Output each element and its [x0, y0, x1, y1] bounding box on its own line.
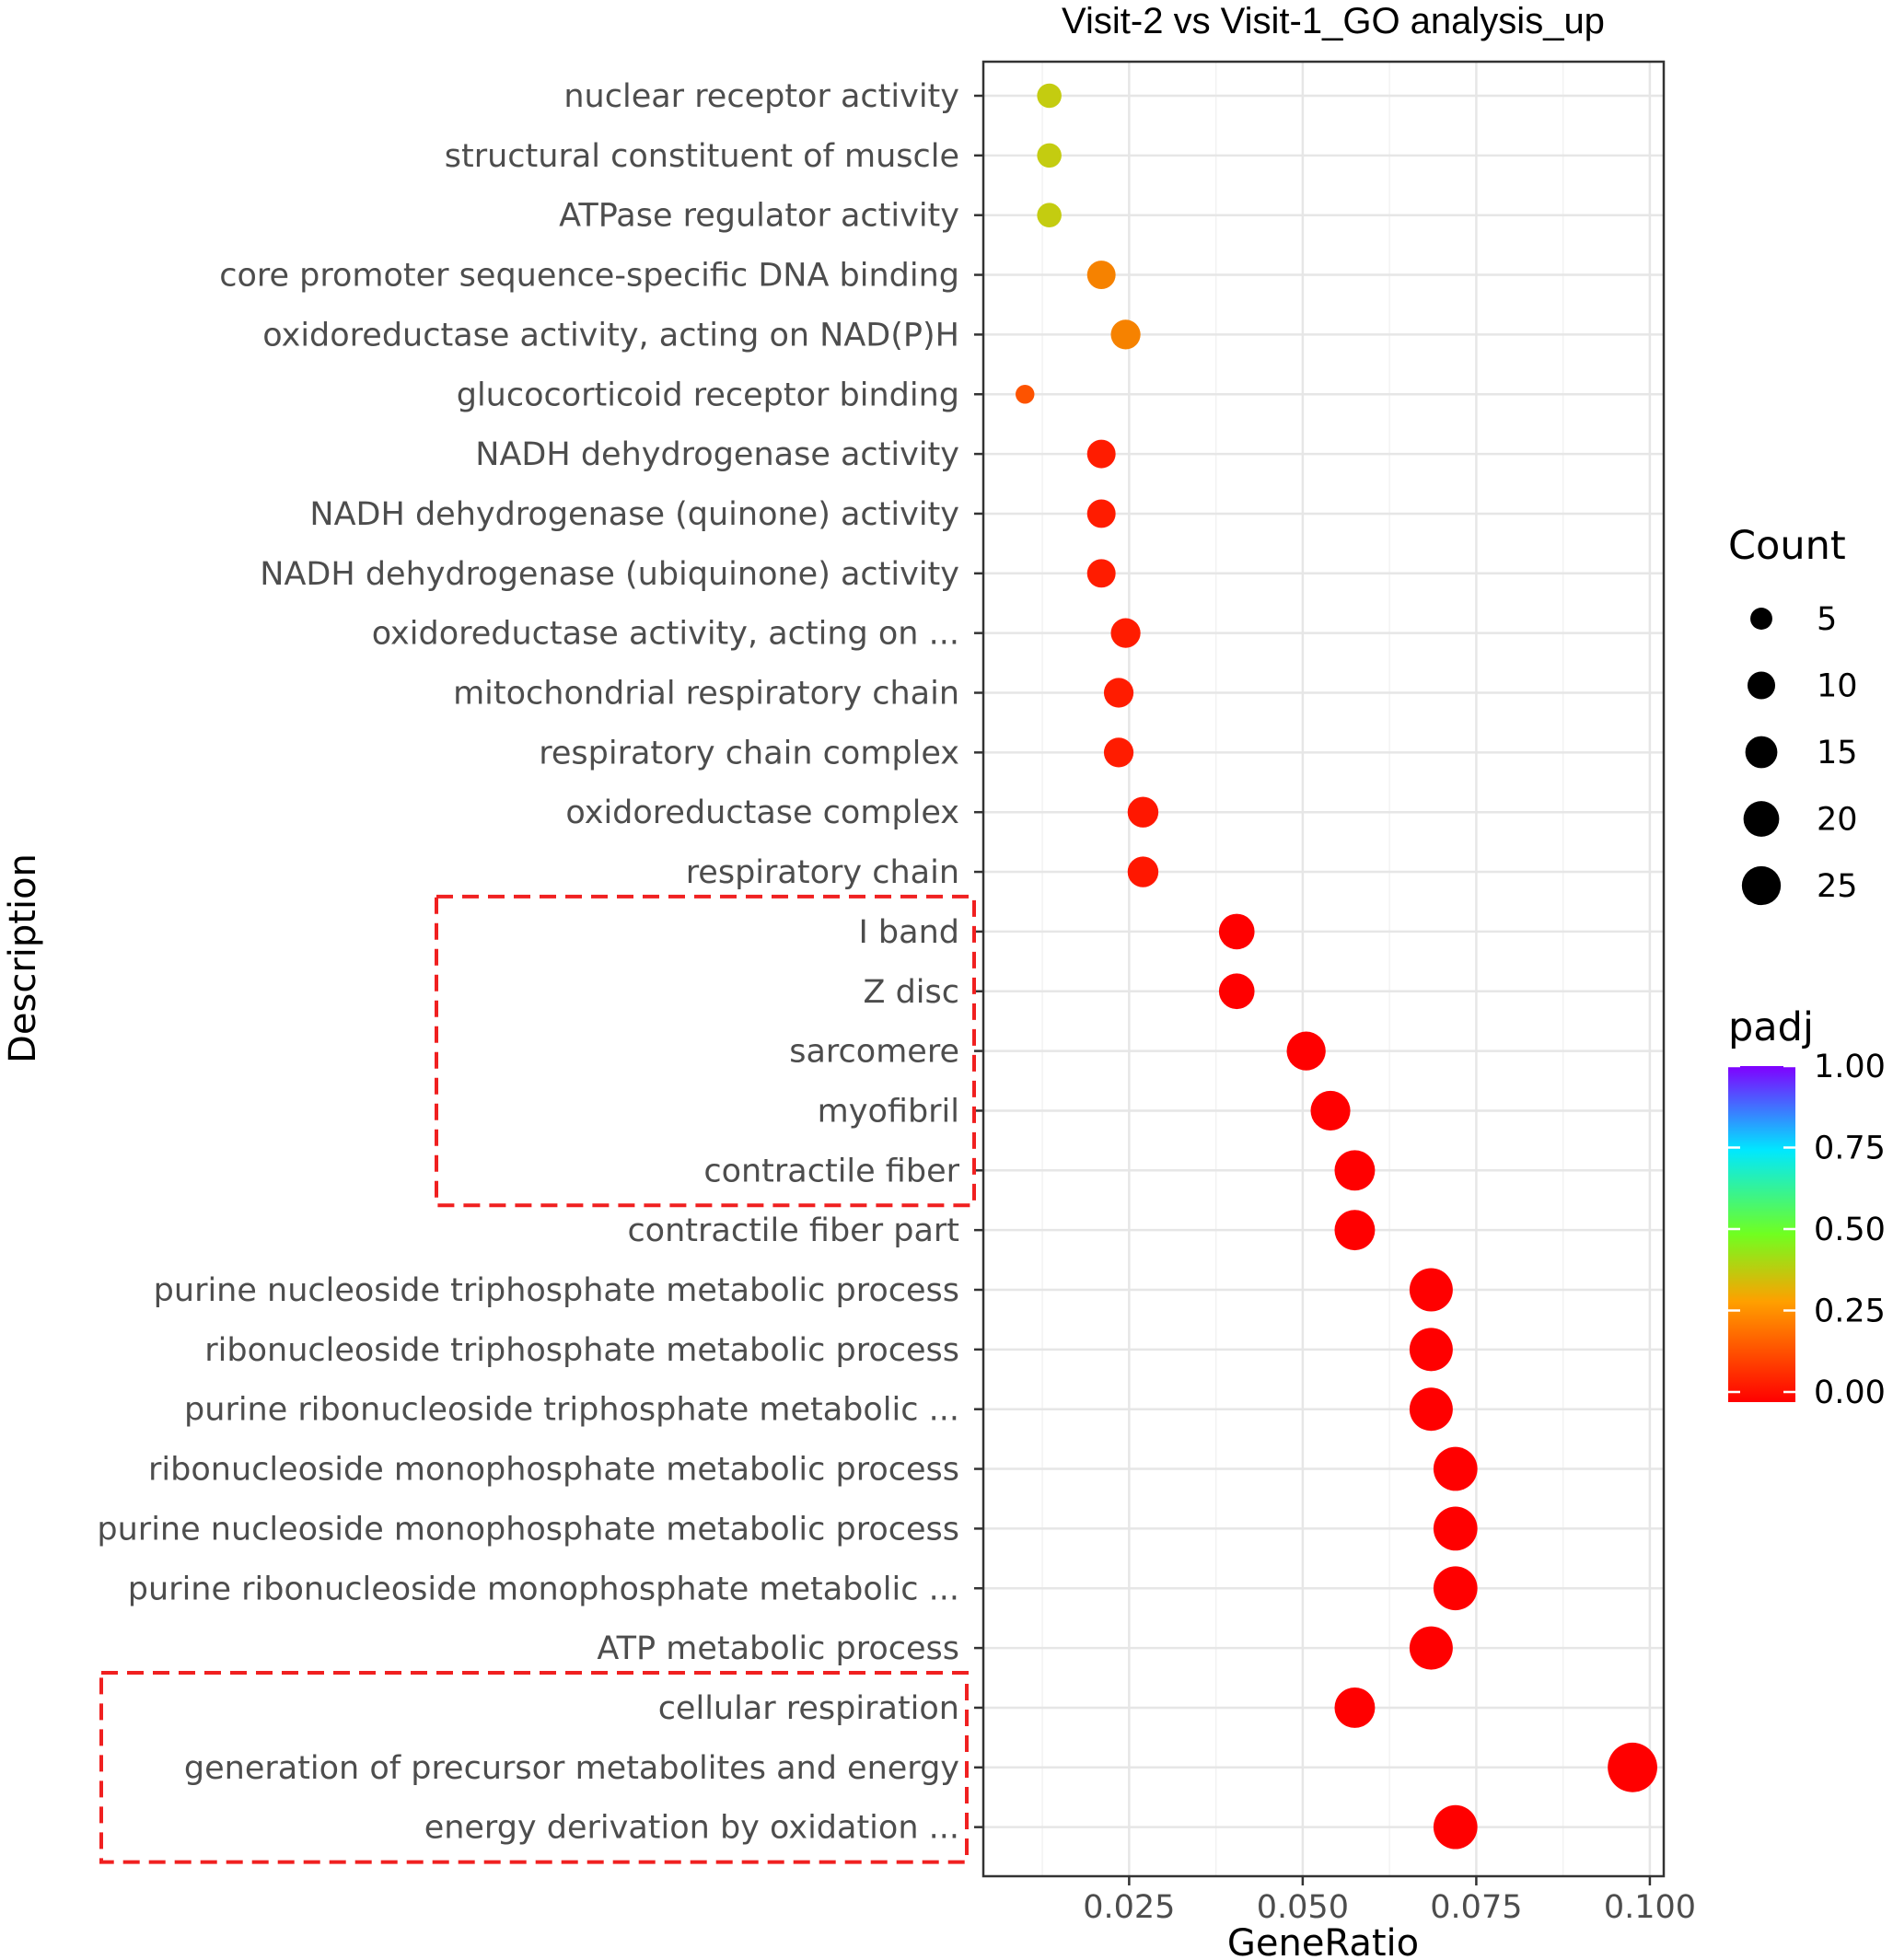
data-point [1409, 1328, 1453, 1372]
data-point [1103, 678, 1134, 708]
count-legend-label: 10 [1817, 668, 1858, 705]
data-points [1016, 83, 1657, 1850]
data-point [1110, 618, 1141, 648]
data-point [1218, 913, 1255, 950]
panel-background [983, 62, 1664, 1876]
y-tick-label: NADH dehydrogenase (ubiquinone) activity [260, 556, 959, 593]
data-point [1037, 143, 1062, 168]
data-point [1433, 1506, 1478, 1551]
padj-legend: padj 1.00 0.75 0.50 0.25 0.00 [1728, 1004, 1886, 1411]
y-tick-label: nuclear receptor activity [563, 78, 959, 115]
data-point [1310, 1090, 1351, 1131]
data-point [1433, 1804, 1478, 1850]
y-tick-label: energy derivation by oxidation ... [424, 1810, 959, 1847]
count-legend-dot [1745, 736, 1778, 769]
y-tick-label: contractile fiber [703, 1153, 959, 1189]
padj-tick-label: 0.25 [1814, 1293, 1886, 1330]
padj-colorbar [1728, 1066, 1795, 1402]
y-tick-label: cellular respiration [658, 1690, 959, 1727]
count-legend-label: 25 [1817, 868, 1858, 905]
highlight-box [99, 1670, 969, 1864]
data-point [1608, 1742, 1657, 1792]
count-legend-label: 20 [1817, 802, 1858, 839]
chart-title: Visit-2 vs Visit-1_GO analysis_up [1062, 1, 1605, 41]
count-legend-label: 5 [1817, 601, 1837, 638]
y-tick-label: Z disc [863, 974, 959, 1011]
data-point [1037, 83, 1062, 109]
data-point [1409, 1268, 1453, 1312]
count-legend-dot [1741, 865, 1782, 906]
padj-tick-label: 0.00 [1814, 1374, 1886, 1411]
data-point [1334, 1150, 1376, 1191]
data-point [1086, 439, 1116, 469]
y-tick-label: oxidoreductase complex [565, 794, 959, 831]
y-tick-label: oxidoreductase activity, acting on ... [372, 616, 959, 653]
data-point [1110, 319, 1141, 350]
count-legend-dot [1743, 801, 1780, 837]
y-tick-label: purine ribonucleoside triphosphate metab… [184, 1392, 959, 1429]
data-point [1409, 1626, 1453, 1670]
y-tick-label: oxidoreductase activity, acting on NAD(P… [262, 317, 959, 354]
y-tick-label: core promoter sequence-specific DNA bind… [219, 258, 959, 295]
padj-legend-title: padj [1728, 1004, 1814, 1050]
gridlines [983, 62, 1664, 1876]
padj-tick-label: 0.50 [1814, 1212, 1886, 1248]
padj-tick-label: 1.00 [1814, 1049, 1886, 1085]
y-tick-label: structural constituent of muscle [445, 138, 959, 175]
data-point [1334, 1687, 1376, 1728]
y-axis-title: Description [2, 853, 44, 1063]
y-tick-label: mitochondrial respiratory chain [453, 676, 959, 713]
count-legend-title: Count [1728, 523, 1846, 569]
y-tick-label: glucocorticoid receptor binding [457, 377, 959, 413]
data-point [1086, 559, 1116, 588]
y-tick-label: purine nucleoside triphosphate metabolic… [154, 1272, 959, 1309]
x-axis-title: GeneRatio [1227, 1922, 1419, 1960]
y-tick-label: generation of precursor metabolites and … [184, 1750, 959, 1787]
data-point [1127, 856, 1159, 887]
x-axis-ticks: 0.025 0.050 0.075 0.100 [1083, 1876, 1696, 1926]
data-point [1334, 1210, 1376, 1251]
data-point [1218, 973, 1255, 1010]
padj-legend-ticks: 1.00 0.75 0.50 0.25 0.00 [1728, 1049, 1886, 1411]
y-tick-label: ribonucleoside triphosphate metabolic pr… [204, 1332, 959, 1369]
plot-panel [981, 60, 1666, 1878]
y-tick-label: respiratory chain complex [539, 735, 959, 771]
y-tick-label: purine nucleoside monophosphate metaboli… [97, 1511, 959, 1548]
y-tick-label: respiratory chain [686, 854, 959, 891]
data-point [1409, 1387, 1453, 1432]
padj-tick-label: 0.75 [1814, 1131, 1886, 1167]
count-legend: Count 5 10 15 20 25 [1728, 523, 1858, 906]
count-legend-dot [1750, 608, 1772, 630]
count-legend-label: 15 [1817, 735, 1858, 771]
data-point [1103, 737, 1134, 768]
y-tick-label: ATP metabolic process [597, 1630, 959, 1667]
data-point [1086, 499, 1116, 528]
y-tick-label: ribonucleoside monophosphate metabolic p… [148, 1452, 959, 1489]
count-legend-dot [1747, 671, 1776, 700]
y-axis-labels: nuclear receptor activity structural cons… [97, 78, 983, 1864]
x-tick-label: 0.050 [1257, 1889, 1349, 1926]
y-tick-label: contractile fiber part [627, 1212, 959, 1249]
data-point [1127, 796, 1159, 828]
y-tick-label: sarcomere [789, 1034, 959, 1071]
highlight-box [435, 894, 976, 1208]
panel-border [981, 60, 1666, 1878]
count-legend-items: 5 10 15 20 25 [1741, 601, 1858, 906]
data-point [1016, 385, 1035, 404]
y-tick-label: NADH dehydrogenase activity [475, 436, 959, 473]
data-point [1086, 261, 1116, 290]
y-tick-label: purine ribonucleoside monophosphate meta… [128, 1571, 959, 1607]
y-tick-label: ATPase regulator activity [559, 198, 959, 235]
y-tick-label: myofibril [818, 1093, 959, 1130]
y-tick-label: I band [858, 914, 959, 951]
data-point [1286, 1031, 1326, 1071]
data-point [1037, 203, 1062, 227]
data-point [1433, 1566, 1478, 1611]
x-tick-label: 0.075 [1430, 1889, 1522, 1926]
data-point [1433, 1446, 1478, 1491]
y-tick-label: NADH dehydrogenase (quinone) activity [309, 496, 959, 533]
x-tick-label: 0.025 [1083, 1889, 1175, 1926]
x-tick-label: 0.100 [1604, 1889, 1696, 1926]
